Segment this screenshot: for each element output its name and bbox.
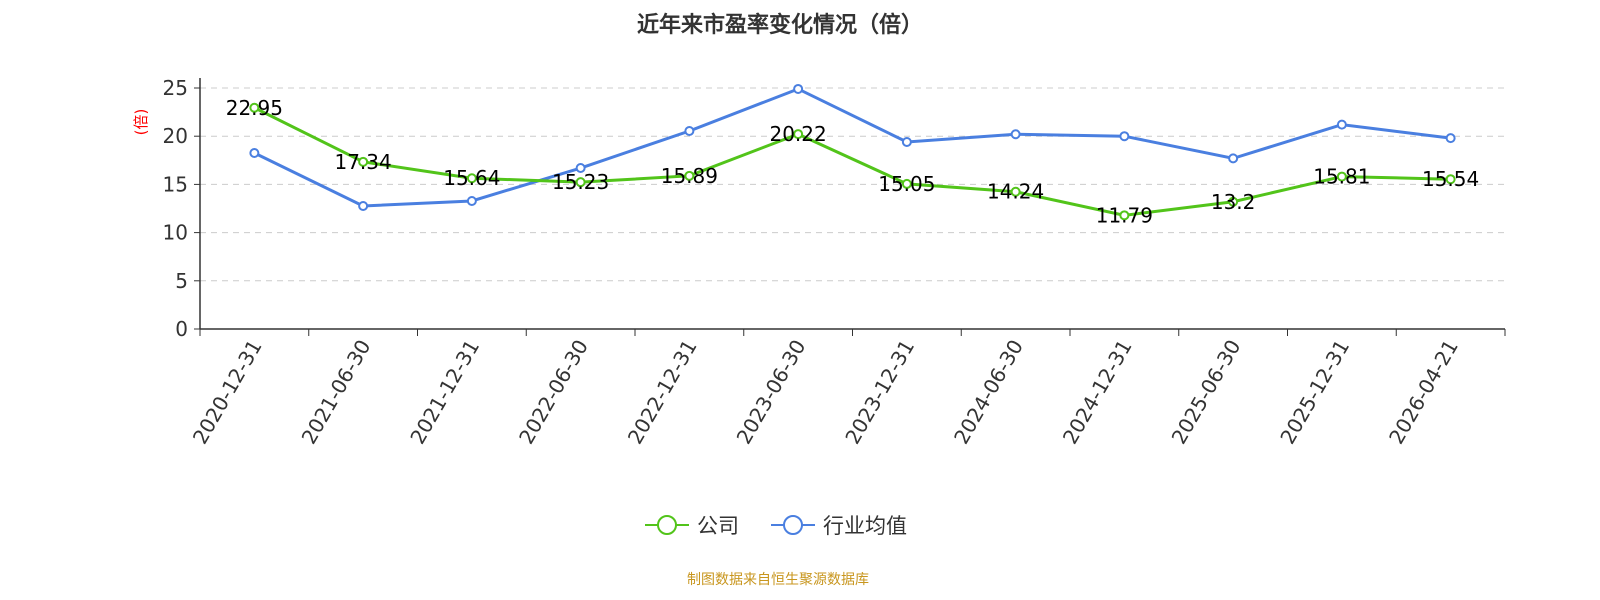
x-tick-label: 2026-04-21: [1384, 336, 1463, 449]
y-tick-label: 5: [175, 269, 188, 293]
x-tick-label: 2020-12-31: [188, 336, 267, 449]
data-point: [466, 173, 477, 184]
x-tick-label: 2024-12-31: [1058, 336, 1137, 449]
data-point: [249, 147, 260, 158]
legend-marker: [783, 515, 803, 535]
data-point: [901, 178, 912, 189]
data-point: [358, 200, 369, 211]
data-point: [1336, 171, 1347, 182]
legend-item: 行业均值: [771, 514, 907, 538]
x-tick-label: 2023-06-30: [732, 336, 811, 449]
data-point: [466, 195, 477, 206]
data-point: [358, 156, 369, 167]
y-axis-label: (倍): [132, 109, 150, 136]
x-tick-label: 2022-12-31: [623, 336, 702, 449]
x-tick-label: 2021-12-31: [405, 336, 484, 449]
data-point: [684, 170, 695, 181]
data-point: [1119, 210, 1130, 221]
x-tick-label: 2021-06-30: [297, 336, 376, 449]
y-tick-label: 0: [175, 317, 188, 341]
series-line-行业均值: [253, 87, 1451, 208]
data-point: [1010, 129, 1021, 140]
data-point: [1228, 196, 1239, 207]
data-point: [1445, 133, 1456, 144]
series-line-公司: [253, 106, 1451, 217]
legend-item: 公司: [645, 514, 739, 538]
data-label: 13.2: [1211, 190, 1256, 214]
x-tick-label: 2025-12-31: [1275, 336, 1354, 449]
chart-title: 近年来市盈率变化情况（倍）: [637, 12, 923, 38]
data-label: 15.54: [1422, 167, 1479, 191]
data-point: [901, 136, 912, 147]
source-note: 制图数据来自恒生聚源数据库: [687, 572, 869, 588]
x-tick-label: 2023-12-31: [840, 336, 919, 449]
data-label: 11.79: [1096, 203, 1153, 227]
data-point: [1336, 119, 1347, 130]
data-point: [1119, 131, 1130, 142]
data-point: [793, 83, 804, 94]
data-label: 17.34: [334, 150, 391, 174]
y-tick-label: 15: [163, 172, 188, 196]
legend-label: 行业均值: [823, 514, 907, 538]
y-tick-label: 25: [163, 76, 188, 100]
data-label: 14.24: [987, 180, 1044, 204]
data-point: [1228, 153, 1239, 164]
data-label: 20.22: [769, 122, 826, 146]
x-tick-label: 2022-06-30: [514, 336, 593, 449]
data-label: 15.23: [552, 170, 609, 194]
legend-label: 公司: [697, 514, 739, 538]
data-label: 22.95: [226, 96, 283, 120]
data-label: 15.89: [661, 164, 718, 188]
data-point: [1010, 186, 1021, 197]
data-point: [249, 102, 260, 113]
x-tick-label: 2025-06-30: [1167, 336, 1246, 449]
data-label: 15.05: [878, 172, 935, 196]
x-tick-label: 2024-06-30: [949, 336, 1028, 449]
y-tick-label: 10: [163, 221, 188, 245]
data-point: [575, 177, 586, 188]
y-tick-label: 20: [163, 124, 188, 148]
data-point: [793, 129, 804, 140]
data-point: [684, 125, 695, 136]
data-label: 15.64: [443, 166, 500, 190]
data-label: 15.81: [1313, 165, 1370, 189]
data-point: [1445, 174, 1456, 185]
data-point: [575, 163, 586, 174]
legend-marker: [657, 515, 677, 535]
